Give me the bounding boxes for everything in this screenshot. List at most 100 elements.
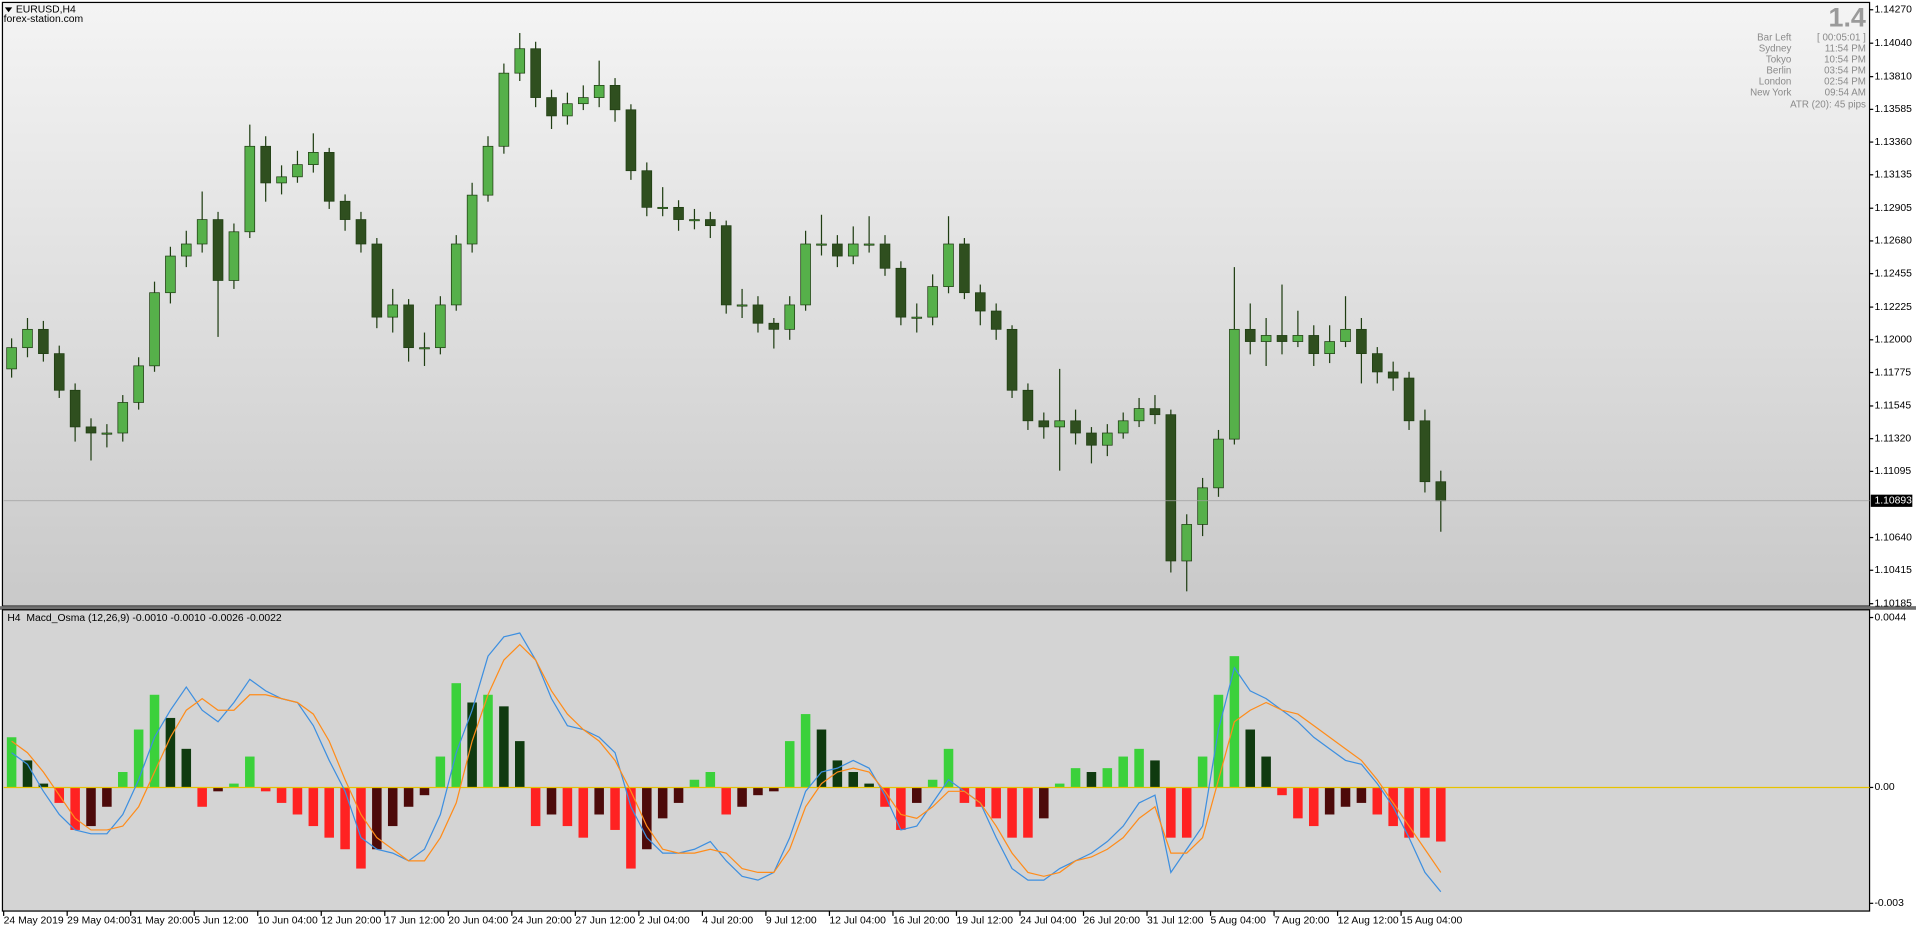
candle-body [673, 206, 684, 220]
candle-body [1324, 341, 1335, 354]
candle-body [720, 225, 732, 306]
x-tick-label: 31 Jul 12:00 [1147, 916, 1204, 927]
histogram-bar [753, 787, 763, 796]
histogram-bar [133, 729, 144, 788]
histogram-bar [769, 787, 779, 792]
info-value: 03:54 PM [1824, 65, 1866, 76]
candle-body [1181, 524, 1193, 562]
candle-body [133, 365, 144, 403]
candle-body [593, 84, 605, 98]
y-tick-label: 1.14270 [1874, 4, 1912, 15]
candle-body [530, 48, 541, 98]
x-tick-label: 12 Jul 04:00 [829, 916, 886, 927]
candle-body [1133, 408, 1145, 422]
candle-body [816, 243, 827, 246]
histogram-bar [324, 787, 334, 838]
candle-body [387, 304, 399, 318]
candle-body [38, 328, 49, 354]
candle-body [498, 72, 510, 147]
candle-body [768, 322, 780, 330]
histogram-bar [197, 787, 207, 807]
info-value: 09:54 AM [1825, 87, 1866, 98]
candle-body [1356, 328, 1367, 354]
histogram-bar [1166, 787, 1176, 838]
candle-body [355, 219, 367, 245]
candle-body [609, 84, 621, 111]
candle-body [1260, 335, 1272, 342]
x-tick-label: 24 Jul 04:00 [1020, 916, 1077, 927]
histogram-bar [181, 748, 192, 788]
histogram-bar [403, 787, 414, 807]
histogram-bar [356, 787, 366, 869]
histogram-bar [118, 772, 128, 788]
y-tick-label: 1.13585 [1874, 104, 1912, 115]
candle-body [53, 353, 65, 391]
y-tick-label: 1.11775 [1874, 367, 1911, 378]
histogram-bar [705, 772, 716, 788]
candle-body [1308, 335, 1320, 354]
candle-body [180, 243, 192, 257]
histogram-bar [499, 706, 509, 788]
histogram-bar [784, 741, 795, 788]
watermark: forex-station.com [4, 14, 84, 25]
current-price-box [1870, 494, 1913, 507]
info-label: Sydney [1759, 43, 1792, 54]
histogram-bar [673, 787, 684, 803]
candle-body [85, 426, 97, 434]
candle-body [562, 103, 573, 117]
candle-body [1022, 389, 1034, 422]
candle-body [292, 164, 303, 178]
symbol-menu-arrow[interactable] [4, 7, 13, 13]
candle-body [308, 152, 319, 165]
histogram-bar [721, 787, 731, 815]
y-tick-label: 0.0044 [1874, 612, 1906, 623]
candle-body [323, 152, 335, 202]
histogram-bar [419, 787, 430, 796]
histogram-bar [1118, 756, 1128, 788]
histogram-bar [1197, 756, 1208, 788]
candle-body [1006, 328, 1018, 391]
histogram-bar [1102, 768, 1113, 788]
histogram-bar [880, 787, 890, 807]
symbol-title: EURUSD,H4 [16, 4, 76, 15]
pane-separator[interactable] [0, 606, 1916, 610]
histogram-bar [229, 783, 239, 788]
x-tick-label: 31 May 20:00 [131, 916, 194, 927]
y-tick-label: 1.13360 [1874, 137, 1912, 148]
histogram-bar [642, 787, 652, 850]
histogram-bar [1181, 787, 1192, 838]
candle-body [705, 219, 716, 227]
candle-body [943, 243, 954, 287]
candle-body [641, 170, 653, 208]
histogram-bar [483, 694, 493, 788]
indicator-line [11, 632, 1442, 893]
candle-body [276, 176, 287, 184]
candle-body [863, 243, 875, 246]
candle-body [196, 219, 208, 245]
candle-body [625, 109, 637, 172]
candle-body [895, 267, 907, 318]
x-tick-label: 26 Jul 20:00 [1084, 916, 1141, 927]
candle-body [69, 389, 81, 428]
histogram-bar [1261, 756, 1271, 788]
candle-body [22, 328, 33, 349]
y-tick-label: 1.14040 [1874, 38, 1912, 49]
histogram-bar [1086, 772, 1097, 788]
x-tick-label: 4 Jul 20:00 [702, 916, 753, 927]
histogram-bar [102, 787, 112, 807]
histogram-bar [22, 760, 33, 788]
candle-body [1086, 432, 1097, 446]
candle-body [260, 145, 271, 184]
histogram-bar [912, 787, 922, 803]
x-tick-label: 19 Jul 12:00 [956, 916, 1013, 927]
histogram-bar [86, 787, 96, 827]
histogram-bar [1356, 787, 1367, 803]
candle-body [1229, 328, 1240, 440]
candle-body [1149, 408, 1161, 416]
histogram-bar [308, 787, 319, 827]
histogram-bar [149, 694, 160, 788]
histogram-bar [70, 787, 80, 830]
histogram-bar [1245, 729, 1256, 788]
